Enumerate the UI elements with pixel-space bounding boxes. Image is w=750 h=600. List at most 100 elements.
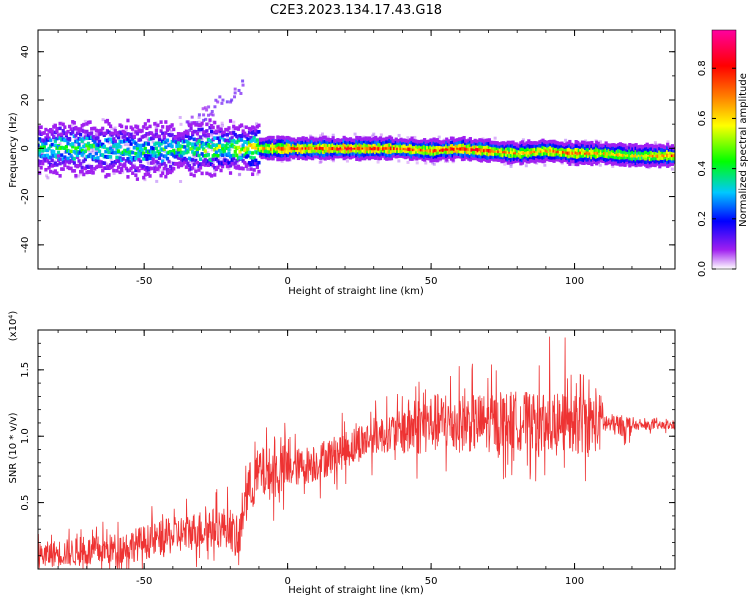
- spectrogram-cell: [221, 153, 225, 158]
- spectrogram-cell: [94, 151, 98, 156]
- spectrogram-cell: [156, 167, 160, 171]
- spectrogram-cell: [159, 120, 163, 124]
- spectrogram-cell: [423, 138, 427, 142]
- spectrogram-cell: [308, 134, 312, 138]
- spectrogram-cell: [214, 98, 218, 102]
- spectrogram-cell: [188, 129, 192, 133]
- spectrogram-cell: [71, 130, 75, 134]
- spectrogram-cell: [190, 115, 194, 119]
- spectrogram-cell: [82, 172, 86, 177]
- spectrogram-cell: [246, 167, 250, 171]
- spectrogram-cell: [163, 150, 167, 154]
- spectrogram-cell: [216, 100, 220, 104]
- spectrogram-cell: [221, 164, 225, 169]
- spectrogram-cell: [222, 130, 226, 135]
- spectrogram-cell: [126, 147, 130, 152]
- spectrogram-cell: [184, 165, 188, 169]
- spectrogram-cell: [121, 152, 125, 157]
- spectrogram-cell: [189, 147, 193, 151]
- spectrogram-cell: [210, 132, 214, 136]
- spectrogram-cell: [199, 137, 203, 141]
- spectrogram-cell: [282, 156, 286, 161]
- spectrogram-cell: [91, 170, 95, 175]
- spectrogram-cell: [118, 144, 122, 149]
- spectrogram-cell: [257, 130, 261, 134]
- spectrogram-cell: [413, 135, 417, 139]
- colorbar-label: Normalized spectral amplitude: [738, 73, 749, 227]
- spectrogram-cell: [178, 144, 182, 148]
- spectrogram-cell: [88, 170, 92, 175]
- spectrogram-cell: [331, 133, 335, 137]
- spectrogram-cell: [246, 133, 250, 137]
- spectrogram-cell: [71, 144, 75, 149]
- spectrogram-cell: [161, 169, 165, 173]
- spectrogram-cell: [74, 173, 78, 178]
- spectrogram-cell: [615, 157, 619, 162]
- spectrogram-cell: [44, 136, 48, 140]
- spectrogram-cell: [109, 144, 113, 148]
- y-tick-label: 1.0: [20, 428, 31, 444]
- spectrogram-cell: [374, 135, 378, 140]
- spectrogram-cell: [511, 140, 515, 145]
- spectrogram-cell: [194, 169, 198, 174]
- spectrogram-cell: [143, 172, 147, 177]
- spectrogram-cell: [135, 131, 140, 136]
- spectrogram-cell: [49, 156, 53, 160]
- spectrogram-cell: [110, 160, 114, 165]
- spectrogram-cell: [85, 143, 89, 148]
- snr-y-multiplier: (x10⁴): [8, 311, 19, 342]
- spectrogram-cell: [58, 121, 62, 126]
- colorbar: [711, 29, 737, 270]
- spectrogram-cell: [157, 164, 162, 169]
- spectrogram-cell: [210, 109, 214, 113]
- spectrogram-cell: [161, 171, 165, 176]
- spectrogram-cell: [147, 170, 151, 174]
- spectrogram-cell: [153, 134, 157, 139]
- spectrogram-cell: [200, 152, 204, 156]
- spectrogram-cell: [38, 150, 42, 155]
- spectrogram-cell: [378, 156, 383, 161]
- spectrogram-cell: [80, 139, 84, 143]
- spectrogram-cell: [213, 147, 217, 152]
- spectrogram-cell: [232, 120, 236, 124]
- spectrogram-cell: [222, 132, 226, 137]
- spectrogram-cell: [202, 118, 206, 122]
- spectrogram-cell: [93, 140, 97, 144]
- colorbar-tick-label: 0.8: [697, 60, 708, 76]
- spectrogram-cell: [95, 149, 99, 153]
- spectrogram-cell: [203, 149, 207, 153]
- spectrogram-cell: [227, 126, 231, 130]
- spectrogram-cell: [241, 166, 245, 171]
- spectrogram-cell: [361, 141, 365, 145]
- spectrogram-cell: [167, 168, 171, 173]
- spectrogram-cell: [186, 149, 190, 154]
- spectrogram-cell: [451, 157, 455, 162]
- spectrogram-cell: [42, 139, 46, 143]
- spectrogram-cell: [190, 161, 194, 165]
- spectrogram-cell: [226, 135, 230, 139]
- spectrogram-cell: [239, 123, 244, 128]
- spectrogram-cell: [96, 136, 100, 140]
- spectrogram-cell: [509, 164, 513, 168]
- spectrogram-cell: [72, 121, 76, 125]
- spectrogram-cell: [543, 163, 547, 167]
- spectrogram-cell: [93, 126, 97, 131]
- spectrogram-cell: [161, 125, 165, 129]
- spectrogram-cell: [135, 177, 140, 181]
- spectrogram-cell: [175, 144, 179, 149]
- spectrogram-cell: [148, 174, 152, 178]
- spectrogram-cell: [131, 150, 135, 155]
- spectrogram-cell: [164, 164, 168, 168]
- spectrogram-cell: [568, 139, 572, 144]
- spectrogram-cell: [237, 173, 241, 177]
- spectrogram-cell: [112, 168, 116, 173]
- spectrogram-cell: [236, 164, 241, 169]
- snr-xlabel: Height of straight line (km): [288, 585, 424, 596]
- spectrogram-cell: [187, 164, 192, 168]
- spectrogram-cell: [116, 149, 121, 153]
- spectrogram-cell: [83, 157, 87, 162]
- spectrogram-cell: [63, 163, 67, 168]
- spectrogram-cell: [150, 166, 154, 171]
- spectrogram-cell: [232, 130, 236, 135]
- spectrogram-cell: [590, 140, 594, 145]
